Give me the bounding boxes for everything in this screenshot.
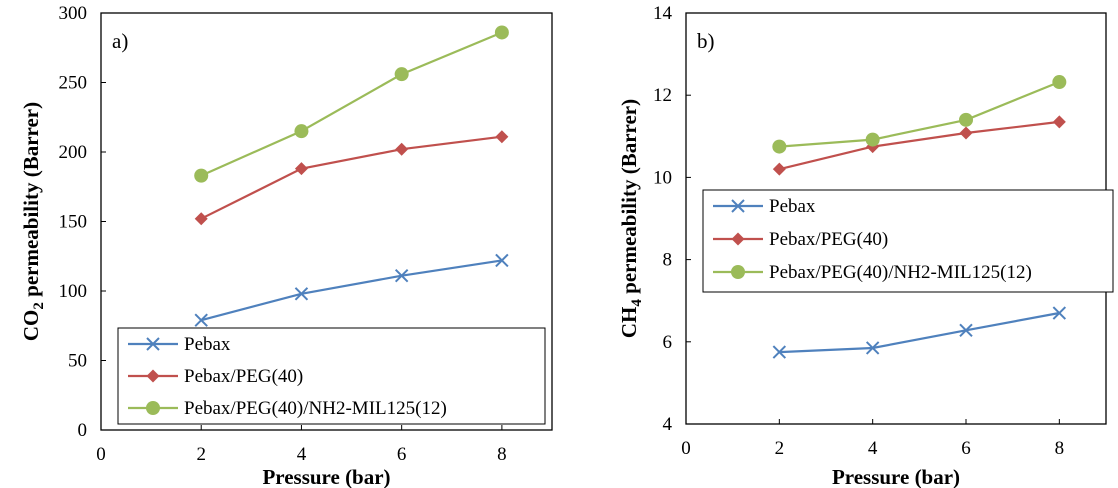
chart-a-legend-marker-pebax-peg-40 <box>146 369 160 383</box>
chart-b-data-point-pebax-peg-40-nh2-mil125-12 <box>1052 75 1067 90</box>
chart-b-ytick-label: 6 <box>663 332 673 353</box>
chart-b-ytick-label: 14 <box>653 3 673 24</box>
chart-b-xtick-label: 8 <box>1055 438 1065 459</box>
chart-b-xtick-label: 2 <box>775 438 785 459</box>
chart-b-data-point-pebax-peg-40-nh2-mil125-12 <box>865 132 880 147</box>
chart-a-xtick-label: 0 <box>96 444 106 465</box>
chart-a-panel-label: a) <box>112 29 128 53</box>
chart-a-ytick-label: 50 <box>68 351 87 372</box>
chart-a-panel: a) 0 50 100 150 200 250 300 0 2 4 6 8 Pressure (bar) C… <box>19 3 553 488</box>
chart-b-panel-label: b) <box>697 29 715 53</box>
chart-a-data-point-pebax <box>294 287 309 301</box>
chart-b-xtick-label: 6 <box>961 438 971 459</box>
chart-a-data-point-pebax <box>495 253 509 268</box>
chart-b-series-line-pebax <box>779 311 1060 354</box>
chart-a-ytick-label: 150 <box>59 212 88 233</box>
chart-b-data-point-pebax-peg-40-nh2-mil125-12 <box>959 112 973 127</box>
chart-a-series-line-pebax <box>200 259 503 322</box>
chart-a-ytick-label: 250 <box>59 73 88 94</box>
chart-a-x-axis-title: Pressure (bar) <box>262 465 390 488</box>
chart-a-legend-marker-pebax-peg-40-nh2-mil125-12 <box>146 401 160 415</box>
chart-a-legend-marker-pebax <box>146 337 160 351</box>
chart-b-xtick-label: 4 <box>868 438 878 459</box>
chart-a-series-line-pebax-peg-40 <box>200 135 503 220</box>
chart-b-series-line-pebax-peg-40 <box>779 120 1060 171</box>
chart-a-ytick-label: 200 <box>59 142 88 163</box>
chart-b-legend-marker-pebax-peg-40-nh2-mil125-12 <box>731 265 745 279</box>
chart-a-series-line-pebax-peg-40-nh2-mil125-12 <box>200 31 503 177</box>
chart-a-y-axis-title: CO2 permeability (Barrer) <box>19 102 47 341</box>
chart-b-legend-label-pebax: Pebax <box>769 196 816 217</box>
chart-b-data-point-pebax <box>865 341 880 355</box>
chart-a-legend-label-pebax-peg-40: Pebax/PEG(40) <box>184 366 303 387</box>
chart-a-legend: Pebax Pebax/PEG(40) Pebax/PEG(40)/NH2-MIL1… <box>117 327 546 425</box>
chart-b-x-axis-title: Pressure (bar) <box>832 465 960 488</box>
chart-b-ytick-label: 10 <box>653 167 672 188</box>
chart-b-ytick-label: 12 <box>653 85 672 106</box>
chart-a-legend-label-pebax-peg-40-nh2-mil125-12: Pebax/PEG(40)/NH2-MIL125(12) <box>184 398 447 419</box>
chart-a-xtick-label: 2 <box>196 444 206 465</box>
chart-b-y-axis-title: CH4 permeability (Barrer) <box>617 99 645 338</box>
chart-b-legend-marker-pebax <box>731 199 745 213</box>
chart-b-legend-marker-pebax-peg-40 <box>731 232 745 246</box>
chart-a-legend-box <box>117 327 546 425</box>
chart-b-ytick-label: 4 <box>663 414 673 435</box>
chart-b-data-point-pebax <box>1052 306 1067 320</box>
chart-a-ytick-label: 300 <box>59 3 88 24</box>
chart-b-legend-label-pebax-peg-40: Pebax/PEG(40) <box>769 229 888 250</box>
chart-b-legend-label-pebax-peg-40-nh2-mil125-12: Pebax/PEG(40)/NH2-MIL125(12) <box>769 262 1032 283</box>
chart-b-data-point-pebax-peg-40 <box>959 126 973 140</box>
chart-a-data-point-pebax <box>194 313 208 327</box>
chart-a-ytick-label: 0 <box>78 420 88 441</box>
chart-a-data-point-pebax-peg-40-nh2-mil125-12 <box>194 168 209 183</box>
chart-b-series-line-pebax-peg-40-nh2-mil125-12 <box>779 80 1060 148</box>
chart-b-data-point-pebax-peg-40 <box>1052 115 1066 129</box>
chart-a-data-point-pebax-peg-40-nh2-mil125-12 <box>494 25 509 40</box>
chart-a-data-point-pebax-peg-40 <box>495 130 509 144</box>
chart-a-data-point-pebax-peg-40 <box>294 162 308 176</box>
chart-b-legend: Pebax Pebax/PEG(40) Pebax/PEG(40)/NH2-MIL1… <box>702 189 1114 293</box>
chart-a-xtick-label: 8 <box>497 444 507 465</box>
chart-a-data-point-pebax-peg-40 <box>395 142 409 156</box>
chart-b-data-point-pebax <box>772 345 787 359</box>
chart-a-xtick-label: 6 <box>397 444 407 465</box>
chart-b-data-point-pebax <box>959 323 973 337</box>
chart-b-panel: b) 4 6 8 10 12 14 0 2 4 6 8 Pressure (bar) CH4 permea… <box>617 3 1114 488</box>
chart-b-ytick-label: 8 <box>663 250 673 271</box>
chart-a-xtick-label: 4 <box>297 444 307 465</box>
chart-a-ytick-label: 100 <box>59 281 88 302</box>
chart-b-data-point-pebax-peg-40-nh2-mil125-12 <box>772 139 787 154</box>
chart-a-data-point-pebax-peg-40 <box>194 212 208 226</box>
chart-a-data-point-pebax <box>394 269 409 283</box>
chart-a-data-point-pebax-peg-40-nh2-mil125-12 <box>394 67 409 82</box>
chart-a-data-point-pebax-peg-40-nh2-mil125-12 <box>294 124 309 139</box>
chart-b-data-point-pebax-peg-40 <box>772 162 786 176</box>
chart-a-legend-label-pebax: Pebax <box>184 334 231 355</box>
chart-b-legend-box <box>702 189 1114 293</box>
chart-b-xtick-label: 0 <box>681 438 691 459</box>
